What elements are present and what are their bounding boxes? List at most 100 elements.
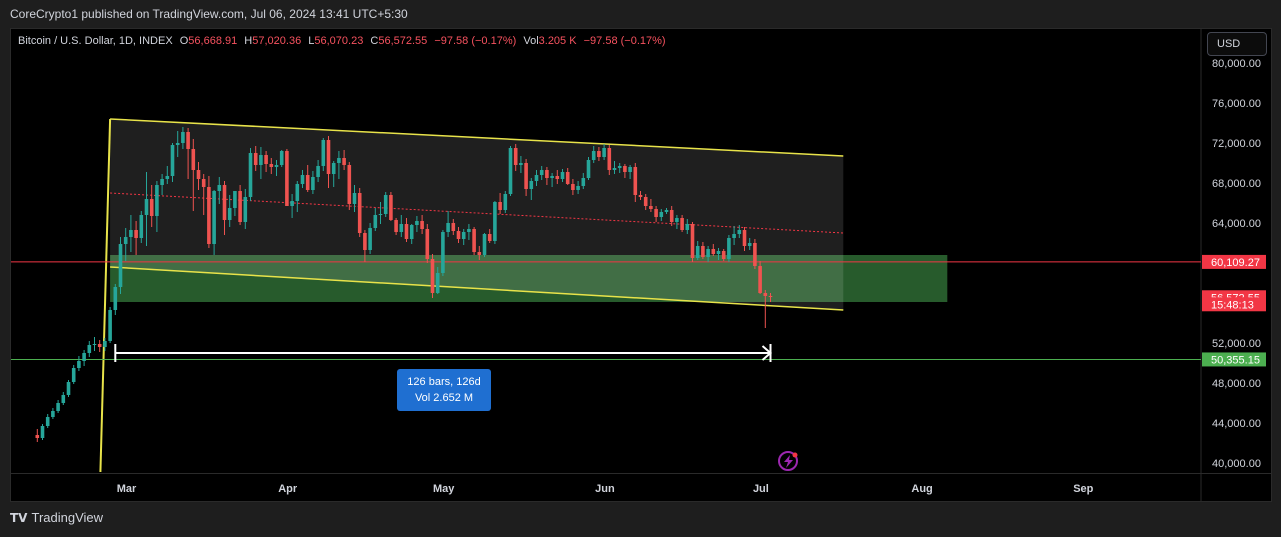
candle[interactable] — [77, 356, 81, 371]
candle[interactable] — [212, 190, 216, 255]
candle[interactable] — [545, 167, 549, 185]
candle[interactable] — [331, 161, 336, 187]
channel-lower-line[interactable] — [110, 266, 844, 311]
candle[interactable] — [430, 254, 435, 298]
candle[interactable] — [222, 181, 227, 235]
candle[interactable] — [347, 162, 352, 210]
candle[interactable] — [123, 228, 128, 261]
candle[interactable] — [305, 165, 310, 192]
candle[interactable] — [435, 267, 440, 294]
candle[interactable] — [555, 170, 560, 184]
candle[interactable] — [446, 211, 450, 237]
candle[interactable] — [643, 194, 648, 210]
candle[interactable] — [493, 201, 497, 244]
candle[interactable] — [82, 350, 86, 366]
currency-button[interactable]: USD — [1207, 32, 1267, 56]
candle[interactable] — [238, 185, 242, 225]
candle[interactable] — [654, 206, 658, 222]
candle[interactable] — [217, 177, 222, 204]
candle[interactable] — [415, 216, 419, 232]
candle[interactable] — [175, 131, 180, 157]
candle[interactable] — [617, 163, 622, 173]
candle[interactable] — [61, 392, 66, 405]
candle[interactable] — [264, 151, 268, 172]
candle[interactable] — [71, 365, 76, 384]
candle[interactable] — [92, 337, 97, 351]
candle[interactable] — [290, 194, 294, 218]
candle[interactable] — [482, 233, 487, 257]
candle[interactable] — [695, 241, 700, 260]
candle[interactable] — [420, 215, 424, 234]
candle[interactable] — [461, 229, 466, 245]
candle[interactable] — [467, 224, 471, 240]
candle[interactable] — [227, 195, 232, 227]
candle[interactable] — [591, 146, 596, 163]
channel-left-edge[interactable] — [99, 118, 112, 498]
candle[interactable] — [753, 239, 757, 269]
candle[interactable] — [155, 181, 159, 232]
candle[interactable] — [487, 229, 492, 243]
candle[interactable] — [456, 227, 461, 243]
candle[interactable] — [727, 235, 731, 262]
candle[interactable] — [311, 171, 315, 194]
candle[interactable] — [368, 223, 372, 254]
candle[interactable] — [321, 138, 326, 171]
candle[interactable] — [394, 218, 398, 235]
price-scale[interactable]: 80,000.00 76,000.00 72,000.00 68,000.00 64,0… — [1202, 58, 1266, 470]
candle[interactable] — [285, 149, 289, 206]
candle[interactable] — [539, 166, 544, 180]
candle[interactable] — [191, 139, 196, 211]
candle[interactable] — [498, 193, 502, 214]
candle[interactable] — [768, 293, 773, 302]
candle[interactable] — [139, 211, 144, 243]
candle[interactable] — [513, 144, 518, 171]
candle[interactable] — [357, 188, 362, 237]
candle[interactable] — [248, 148, 253, 201]
candle[interactable] — [404, 218, 409, 242]
candle[interactable] — [560, 169, 565, 182]
candle[interactable] — [259, 147, 263, 179]
candle[interactable] — [747, 238, 752, 250]
candle[interactable] — [732, 226, 736, 245]
alert-icon[interactable] — [778, 451, 798, 471]
candle[interactable] — [45, 414, 50, 428]
candle[interactable] — [160, 174, 164, 195]
candle[interactable] — [363, 230, 367, 262]
candle[interactable] — [508, 146, 513, 196]
candle[interactable] — [196, 162, 201, 190]
candle[interactable] — [129, 215, 133, 252]
candle[interactable] — [586, 157, 591, 180]
candle[interactable] — [342, 150, 346, 170]
candle[interactable] — [165, 166, 170, 184]
candle[interactable] — [576, 181, 580, 194]
candle[interactable] — [233, 191, 237, 216]
candle[interactable] — [758, 261, 762, 294]
candle[interactable] — [149, 185, 154, 227]
candle[interactable] — [352, 185, 357, 212]
candle[interactable] — [763, 290, 768, 328]
candle[interactable] — [550, 173, 554, 187]
candle[interactable] — [269, 158, 274, 174]
candle[interactable] — [56, 400, 60, 413]
candle[interactable] — [295, 181, 300, 212]
candle[interactable] — [201, 174, 206, 215]
candle[interactable] — [87, 341, 92, 357]
candle[interactable] — [389, 192, 393, 221]
candle[interactable] — [628, 165, 632, 179]
candle[interactable] — [186, 128, 190, 179]
candle[interactable] — [623, 164, 627, 178]
candle[interactable] — [503, 191, 508, 213]
candle[interactable] — [669, 206, 674, 226]
candle[interactable] — [602, 144, 606, 160]
candle[interactable] — [721, 249, 726, 261]
candle[interactable] — [300, 170, 305, 188]
candle[interactable] — [706, 246, 710, 262]
candle[interactable] — [664, 208, 669, 214]
candle[interactable] — [97, 340, 102, 352]
channel-upper-line[interactable] — [110, 118, 844, 157]
candle[interactable] — [207, 176, 211, 248]
candle[interactable] — [701, 242, 705, 259]
candle[interactable] — [633, 163, 638, 202]
candle[interactable] — [316, 160, 320, 182]
